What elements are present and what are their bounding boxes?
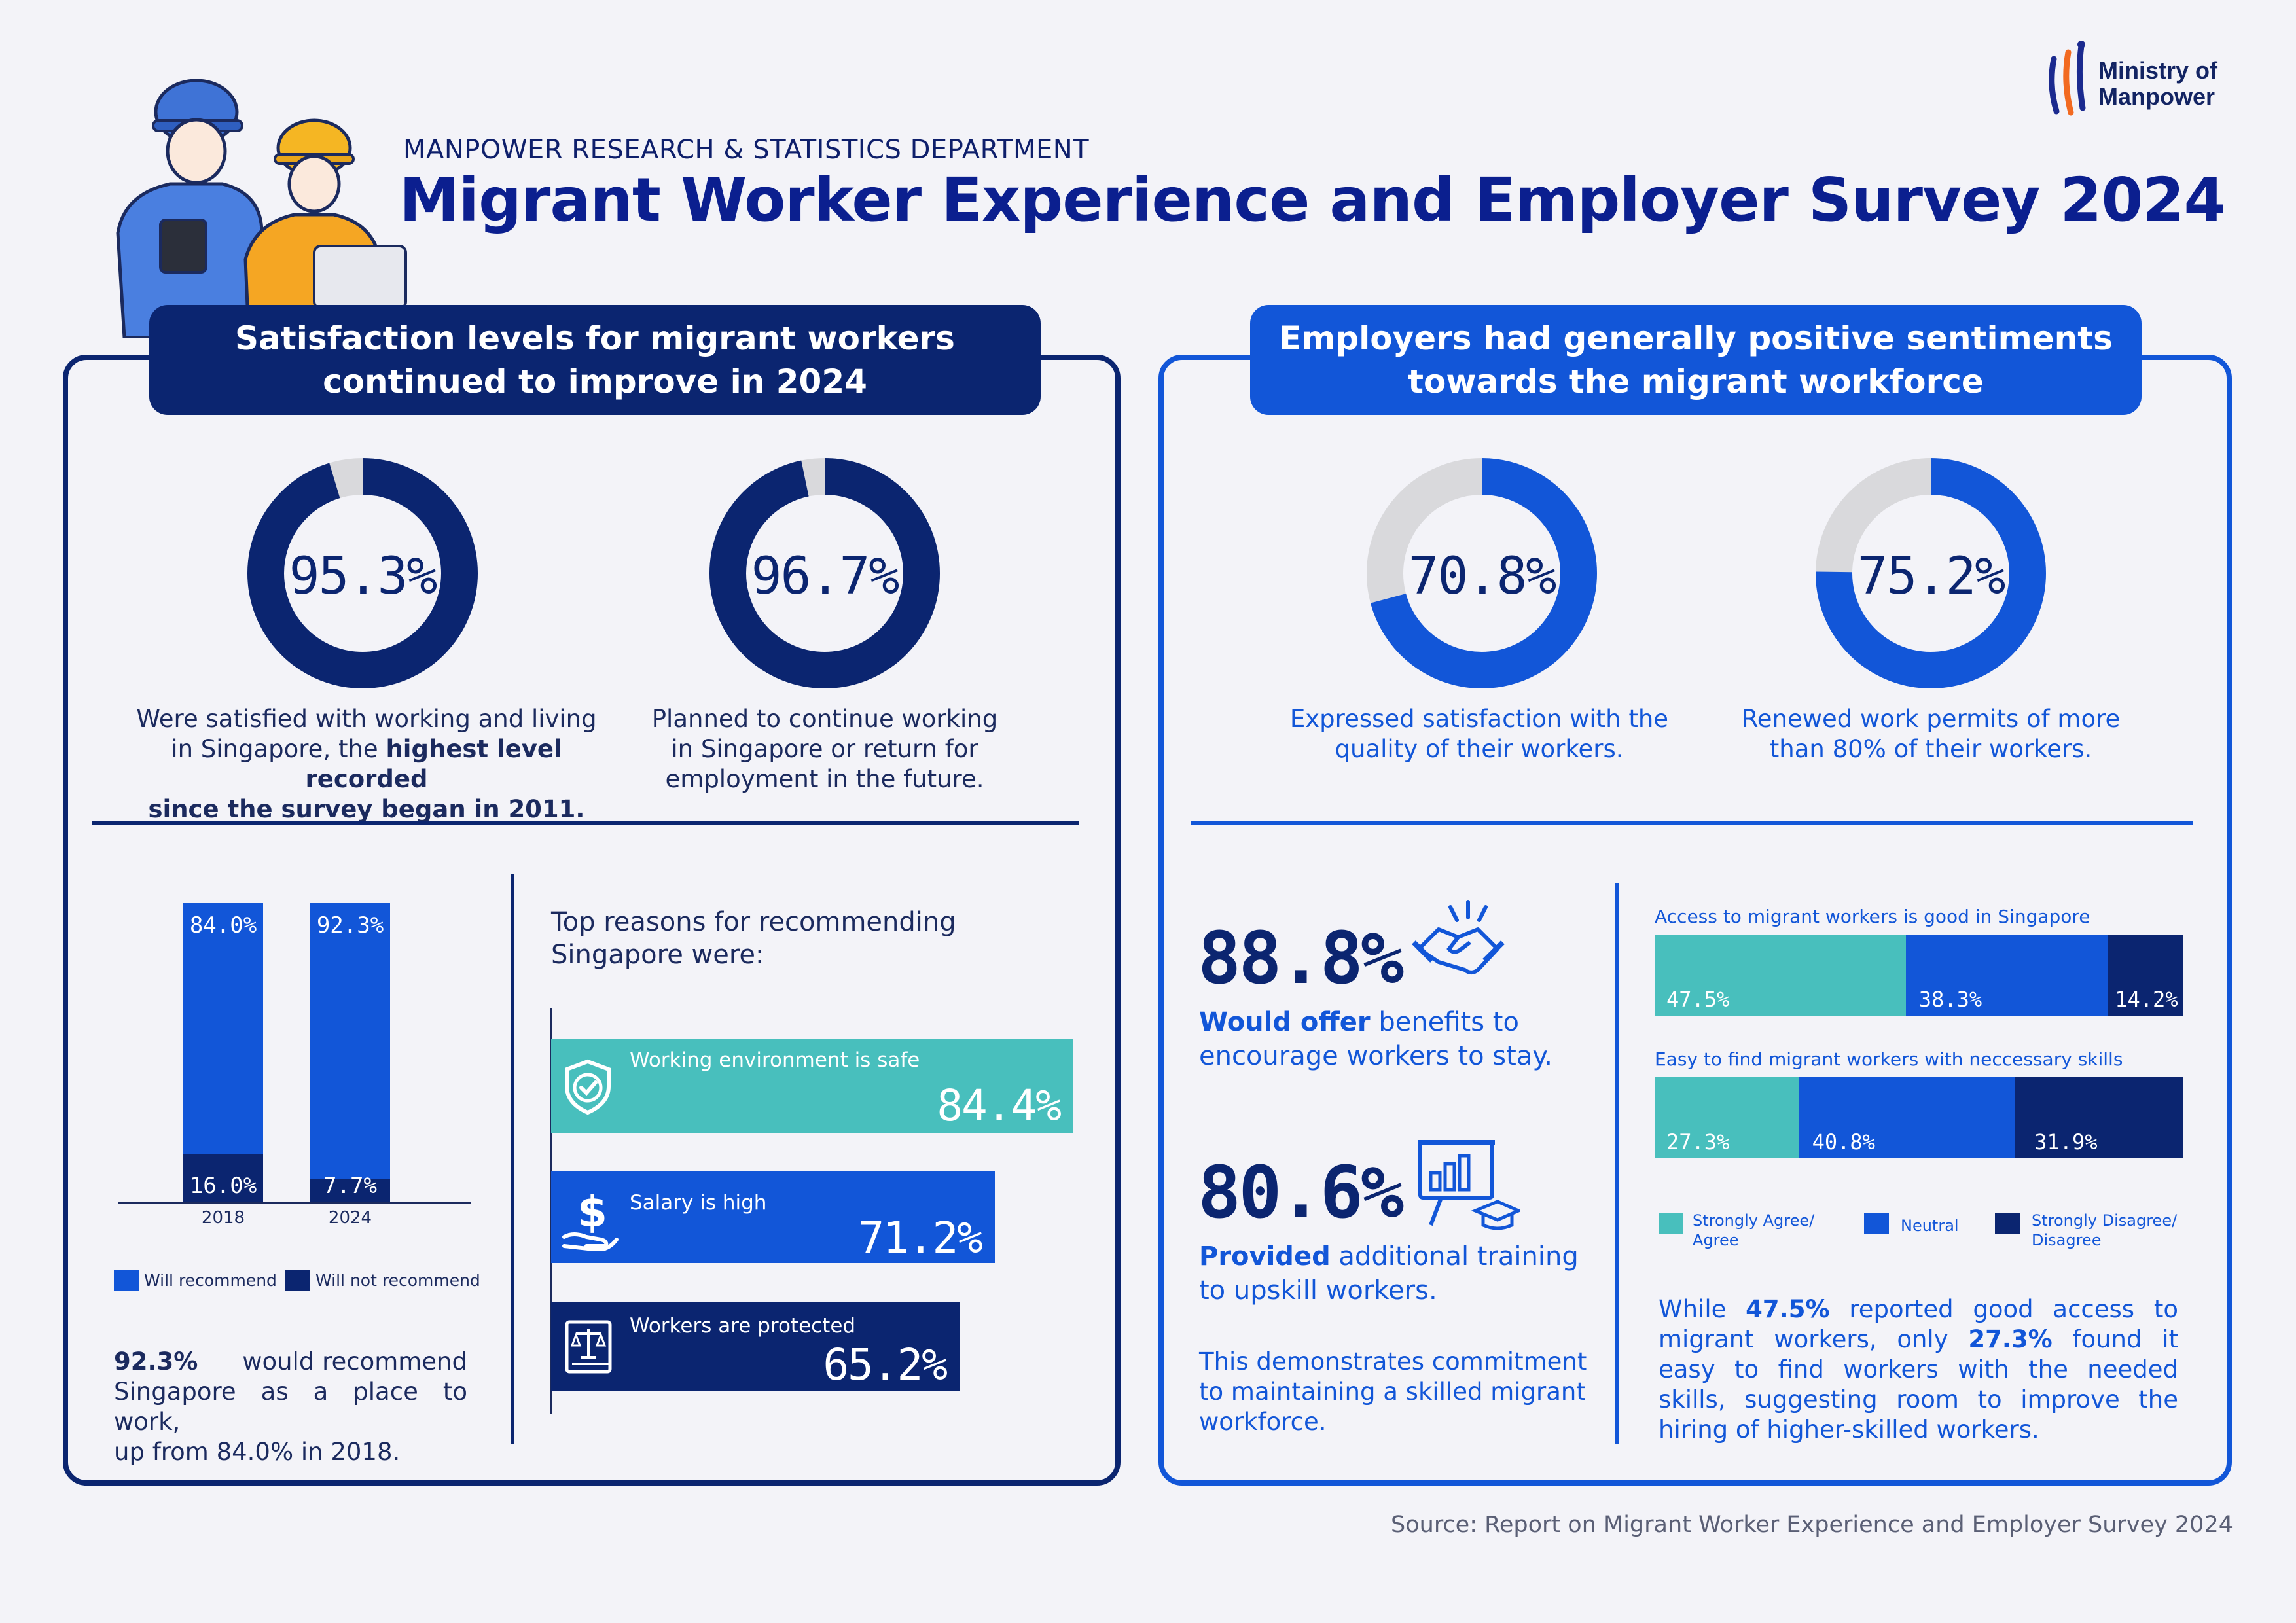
donut-arc xyxy=(1816,458,2046,688)
left-panel-banner: Satisfaction levels for migrant workers … xyxy=(149,305,1041,415)
legend-label-disagree: Strongly Disagree/ Disagree xyxy=(2032,1211,2178,1249)
neutral-segment: 40.8% xyxy=(1799,1077,2015,1158)
recommend-bar-2018: 84.0% 16.0% xyxy=(183,903,263,1202)
offer-benefits-description: Would offer benefits to encourage worker… xyxy=(1199,1007,1553,1071)
agree-value: 47.5% xyxy=(1666,987,1730,1012)
donut-arc xyxy=(1367,458,1597,688)
recommend-bar-chart: 84.0% 16.0% 92.3% 7.7% 2018 2024 xyxy=(118,903,471,1228)
agree-value: 27.3% xyxy=(1666,1130,1730,1154)
reason-value: 71.2% xyxy=(858,1213,983,1263)
employer-satisfaction-description: Expressed satisfaction with the quality … xyxy=(1289,705,1669,763)
disagree-segment: 14.2% xyxy=(2108,935,2183,1016)
reasons-title: Top reasons for recommending Singapore w… xyxy=(551,907,956,970)
mom-logo-icon xyxy=(2049,41,2086,116)
skills-bar-title: Easy to find migrant workers with necces… xyxy=(1655,1048,2123,1070)
source-citation: Source: Report on Migrant Worker Experie… xyxy=(1391,1512,2233,1538)
mom-logo-text: Ministry of Manpower xyxy=(2098,57,2218,110)
left-vertical-divider xyxy=(511,874,514,1444)
disagree-segment: 31.9% xyxy=(2015,1077,2183,1158)
legend-label-neutral: Neutral xyxy=(1901,1217,1959,1235)
x-tick-2024: 2024 xyxy=(328,1208,372,1228)
legend-label-not-recommend: Will not recommend xyxy=(315,1271,480,1290)
will-recommend-segment xyxy=(310,903,390,1179)
header-illustration xyxy=(98,63,419,340)
not-recommend-label-2024: 7.7% xyxy=(323,1173,377,1199)
right-panel xyxy=(1158,355,2232,1486)
legend-swatch-disagree xyxy=(1995,1213,2020,1234)
agree-segment: 27.3% xyxy=(1655,1077,1799,1158)
skills-gap-note: While 47.5% reported good access to migr… xyxy=(1659,1295,2178,1444)
page-title: Migrant Worker Experience and Employer S… xyxy=(399,165,2225,235)
law-scale-book-icon xyxy=(565,1320,612,1374)
stacked-legend: Strongly Agree/ Agree Neutral Strongly D… xyxy=(1659,1211,2189,1257)
recommend-bar-2024: 92.3% 7.7% xyxy=(310,903,390,1202)
reason-value: 65.2% xyxy=(823,1340,948,1390)
donut-arc xyxy=(247,458,478,688)
continue-working-donut xyxy=(709,458,940,688)
reason-safe-environment: Working environment is safe 84.4% xyxy=(551,1039,1073,1133)
legend-label-agree: Strongly Agree/ Agree xyxy=(1693,1211,1815,1249)
shield-check-icon xyxy=(565,1059,611,1115)
legend-swatch-not-recommend xyxy=(285,1270,310,1291)
worker-satisfaction-donut xyxy=(247,458,478,688)
agree-segment: 47.5% xyxy=(1655,935,1906,1016)
commitment-note: This demonstrates commitment to maintain… xyxy=(1199,1347,1587,1436)
neutral-value: 40.8% xyxy=(1812,1130,1875,1154)
will-recommend-segment xyxy=(183,903,263,1154)
recommend-label-2024: 92.3% xyxy=(316,912,384,938)
department-label: MANPOWER RESEARCH & STATISTICS DEPARTMEN… xyxy=(403,135,1090,165)
training-description: Provided additional training to upskill … xyxy=(1199,1241,1579,1306)
access-bar-title: Access to migrant workers is good in Sin… xyxy=(1655,906,2090,927)
mom-logo xyxy=(2042,39,2265,124)
training-presentation-icon xyxy=(1418,1140,1520,1230)
recommend-label-2018: 84.0% xyxy=(189,912,257,938)
continue-working-value: 96.7% xyxy=(751,547,900,606)
legend-swatch-recommend xyxy=(114,1270,139,1291)
left-divider xyxy=(92,821,1079,825)
svg-text:$: $ xyxy=(577,1186,607,1237)
employer-satisfaction-value: 70.8% xyxy=(1408,547,1557,606)
handshake-icon xyxy=(1412,900,1505,974)
recommend-note: 92.3% would recommend Singapore as a plac… xyxy=(114,1347,467,1466)
salary-hand-icon: $ xyxy=(562,1186,619,1251)
x-tick-2018: 2018 xyxy=(201,1208,245,1228)
renewed-permits-description: Renewed work permits of more than 80% of… xyxy=(1741,705,2121,763)
right-vertical-divider xyxy=(1615,883,1619,1444)
disagree-value: 14.2% xyxy=(2115,987,2178,1012)
access-stacked-bar: 47.5% 38.3% 14.2% xyxy=(1655,935,2183,1016)
offer-benefits-value: 88.8% xyxy=(1198,916,1404,1000)
renewed-permits-value: 75.2% xyxy=(1857,547,2006,606)
chart-baseline xyxy=(118,1202,471,1204)
not-recommend-label-2018: 16.0% xyxy=(189,1173,257,1199)
training-value: 80.6% xyxy=(1198,1150,1404,1234)
reason-label: Salary is high xyxy=(630,1191,767,1215)
legend-swatch-agree xyxy=(1659,1213,1683,1234)
reason-workers-protected: Workers are protected 65.2% xyxy=(551,1302,960,1391)
will-not-recommend-segment xyxy=(183,1154,263,1202)
skills-stacked-bar: 27.3% 40.8% 31.9% xyxy=(1655,1077,2183,1158)
right-divider xyxy=(1191,821,2193,825)
continue-working-description: Planned to continue working in Singapore… xyxy=(651,705,998,793)
renewed-permits-donut xyxy=(1816,458,2046,688)
reason-label: Working environment is safe xyxy=(630,1048,920,1072)
will-not-recommend-segment xyxy=(310,1178,390,1202)
legend-swatch-neutral xyxy=(1864,1213,1889,1234)
reason-label: Workers are protected xyxy=(630,1314,856,1338)
right-panel-banner: Employers had generally positive sentime… xyxy=(1250,305,2142,415)
worker-satisfaction-description: Were satisfied with working and living i… xyxy=(136,705,597,823)
worker-satisfaction-value: 95.3% xyxy=(289,547,438,606)
legend-label-recommend: Will recommend xyxy=(144,1271,277,1290)
neutral-value: 38.3% xyxy=(1918,987,1982,1012)
donut-arc xyxy=(709,458,940,688)
employer-satisfaction-donut xyxy=(1367,458,1597,688)
reason-high-salary: $ Salary is high 71.2% xyxy=(551,1171,995,1263)
reason-value: 84.4% xyxy=(937,1080,1062,1131)
neutral-segment: 38.3% xyxy=(1905,935,2109,1016)
disagree-value: 31.9% xyxy=(2034,1130,2098,1154)
recommend-legend: Will recommend Will not recommend xyxy=(114,1270,480,1296)
